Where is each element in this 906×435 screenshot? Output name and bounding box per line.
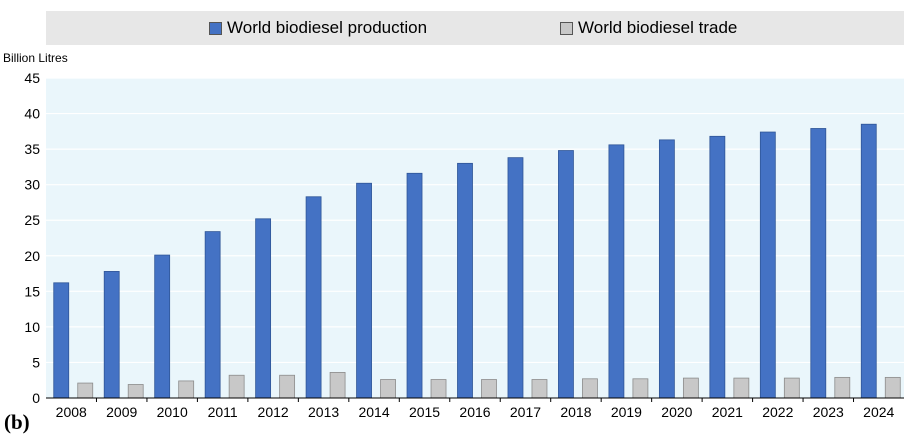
bar-trade bbox=[531, 379, 548, 399]
y-axis-ticks: 0 5 10 15 20 25 30 35 40 45 bbox=[24, 70, 40, 406]
y-tick-label: 10 bbox=[24, 319, 40, 335]
legend-item-production: World biodiesel production bbox=[209, 11, 427, 45]
bar-trade bbox=[178, 380, 195, 399]
bar-production bbox=[558, 150, 574, 399]
bar-production bbox=[709, 135, 726, 399]
bar-production bbox=[759, 131, 776, 399]
x-tick-label: 2010 bbox=[157, 404, 188, 420]
bar-production bbox=[305, 196, 322, 399]
panel-label: (b) bbox=[4, 410, 30, 434]
legend: World biodiesel production World biodies… bbox=[46, 11, 904, 45]
bar-trade bbox=[783, 377, 800, 399]
x-tick-label: 2015 bbox=[409, 404, 440, 420]
bar-production bbox=[608, 144, 625, 399]
bar-trade bbox=[77, 382, 94, 399]
y-tick-label: 25 bbox=[24, 212, 40, 228]
y-tick-label: 20 bbox=[24, 248, 40, 264]
bar-production bbox=[53, 282, 70, 399]
bar-production bbox=[507, 157, 524, 399]
bar-trade bbox=[430, 379, 447, 399]
bar-production bbox=[457, 162, 473, 399]
x-tick-label: 2012 bbox=[258, 404, 289, 420]
y-tick-label: 0 bbox=[32, 390, 40, 406]
bar-production bbox=[860, 123, 877, 399]
bar-trade bbox=[228, 374, 245, 399]
y-tick-label: 15 bbox=[24, 283, 40, 299]
x-tick-label: 2020 bbox=[661, 404, 692, 420]
bar-trade bbox=[127, 384, 144, 399]
x-tick-label: 2014 bbox=[358, 404, 389, 420]
legend-swatch-trade bbox=[560, 21, 573, 35]
bar-trade bbox=[682, 377, 699, 399]
legend-swatch-production bbox=[209, 21, 222, 35]
x-axis-ticks: 2008 2009 2010 2011 2012 2013 2014 2015 2016 2017… bbox=[56, 398, 895, 420]
bar-production bbox=[255, 218, 272, 399]
y-tick-label: 40 bbox=[24, 106, 40, 122]
x-tick-label: 2019 bbox=[611, 404, 642, 420]
legend-label-production: World biodiesel production bbox=[227, 18, 428, 37]
bar-trade bbox=[279, 374, 296, 399]
x-tick-label: 2011 bbox=[208, 404, 238, 420]
x-tick-label: 2013 bbox=[308, 404, 339, 420]
bar-production bbox=[406, 172, 423, 399]
x-tick-label: 2017 bbox=[510, 404, 541, 420]
bar-trade bbox=[582, 378, 598, 399]
y-axis-label: Billion Litres bbox=[3, 51, 68, 65]
bar-trade bbox=[834, 376, 851, 399]
x-tick-label: 2018 bbox=[560, 404, 591, 420]
y-tick-label: 5 bbox=[32, 354, 40, 370]
x-tick-label: 2008 bbox=[56, 404, 87, 420]
legend-item-trade: World biodiesel trade bbox=[560, 11, 737, 45]
x-tick-label: 2016 bbox=[459, 404, 490, 420]
bar-trade bbox=[329, 371, 346, 399]
bar-trade bbox=[380, 379, 396, 399]
x-tick-label: 2024 bbox=[863, 404, 894, 420]
bar-trade bbox=[884, 376, 901, 399]
y-tick-label: 30 bbox=[24, 177, 40, 193]
bar-trade bbox=[733, 377, 750, 399]
bar-production bbox=[810, 128, 827, 399]
bar-production bbox=[103, 271, 120, 399]
bar-production bbox=[154, 254, 171, 399]
bar-trade bbox=[481, 379, 497, 399]
x-tick-label: 2022 bbox=[762, 404, 793, 420]
bar-production bbox=[356, 182, 372, 399]
bar-trade bbox=[632, 378, 649, 399]
bar-production bbox=[658, 139, 675, 399]
x-tick-label: 2009 bbox=[106, 404, 137, 420]
legend-label-trade: World biodiesel trade bbox=[578, 18, 738, 37]
x-tick-label: 2021 bbox=[712, 404, 743, 420]
y-tick-label: 35 bbox=[24, 141, 40, 157]
bar-production bbox=[204, 231, 221, 399]
x-tick-label: 2023 bbox=[813, 404, 844, 420]
y-tick-label: 45 bbox=[24, 70, 40, 86]
